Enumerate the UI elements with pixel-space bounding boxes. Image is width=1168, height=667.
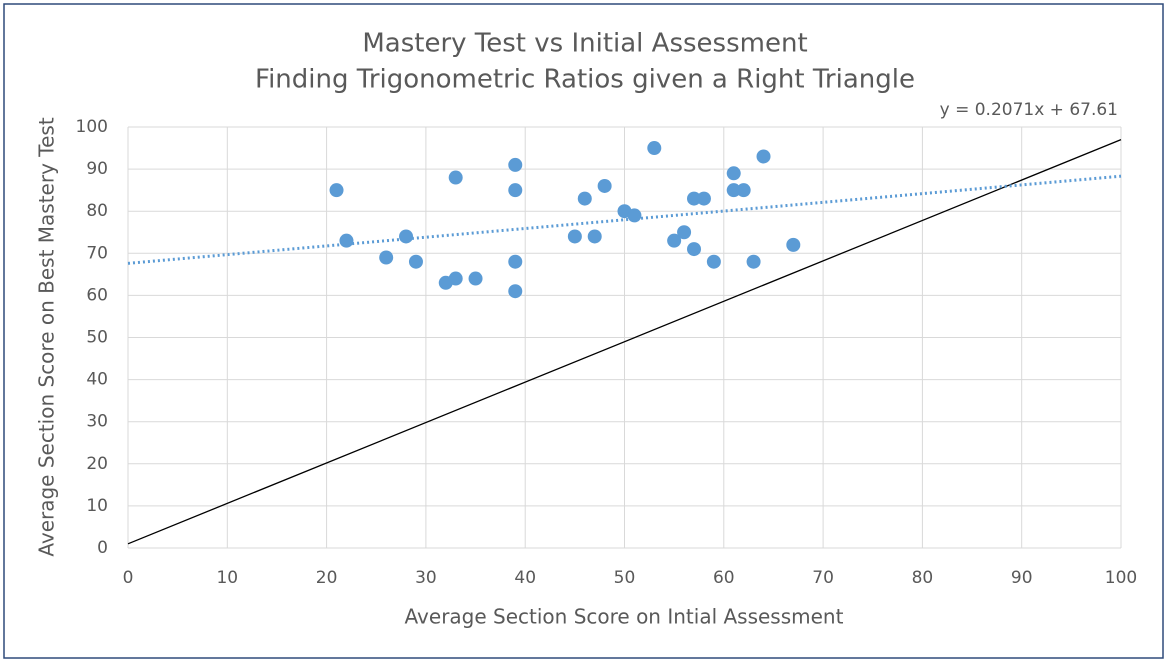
data-point [379, 250, 394, 265]
chart-title: Mastery Test vs Initial Assessment [362, 29, 807, 59]
trendline [127, 174, 1122, 265]
x-tick-label: 100 [1105, 568, 1137, 588]
data-point [706, 254, 721, 269]
y-tick-label: 0 [97, 538, 108, 558]
chart-border [3, 3, 1164, 659]
x-tick-label: 70 [812, 568, 834, 588]
y-axis-title: Average Section Score on Best Mastery Te… [35, 117, 59, 556]
data-point [448, 271, 463, 286]
data-point [627, 208, 642, 223]
data-point [677, 225, 692, 240]
chart-subtitle: Finding Trigonometric Ratios given a Rig… [255, 65, 915, 95]
data-point [587, 229, 602, 244]
data-point [577, 191, 592, 206]
data-point [448, 170, 463, 185]
data-point [339, 233, 354, 248]
x-tick-label: 40 [514, 568, 536, 588]
data-point [687, 191, 702, 206]
data-point [746, 254, 761, 269]
data-point [399, 229, 414, 244]
data-point [726, 166, 741, 181]
data-point [687, 242, 702, 257]
x-tick-label: 80 [912, 568, 934, 588]
data-point [468, 271, 483, 286]
y-tick-label: 90 [86, 159, 108, 179]
data-point [329, 183, 344, 198]
x-tick-label: 10 [216, 568, 238, 588]
x-tick-label: 50 [614, 568, 636, 588]
data-point [726, 183, 741, 198]
data-point [508, 157, 523, 172]
y-tick-label: 60 [86, 285, 108, 305]
trendline-equation: y = 0.2071x + 67.61 [940, 100, 1118, 120]
data-point [667, 233, 682, 248]
x-axis-title: Average Section Score on Intial Assessme… [405, 605, 844, 629]
data-point [508, 254, 523, 269]
y-tick-label: 80 [86, 201, 108, 221]
x-tick-label: 90 [1011, 568, 1033, 588]
y-tick-label: 100 [76, 117, 108, 137]
y-tick-label: 70 [86, 243, 108, 263]
data-point [567, 229, 582, 244]
data-point [696, 191, 711, 206]
y-tick-label: 40 [86, 370, 108, 390]
x-tick-label: 60 [713, 568, 735, 588]
y-tick-label: 10 [86, 496, 108, 516]
y-tick-label: 30 [86, 412, 108, 432]
data-point [736, 183, 751, 198]
data-point [597, 178, 612, 193]
data-point [408, 254, 423, 269]
data-point [647, 141, 662, 156]
x-tick-label: 30 [415, 568, 437, 588]
reference-line [127, 139, 1122, 545]
data-point [508, 183, 523, 198]
x-tick-label: 20 [316, 568, 338, 588]
data-point [508, 284, 523, 299]
y-tick-label: 50 [86, 328, 108, 348]
data-point [756, 149, 771, 164]
data-point [786, 237, 801, 252]
y-tick-label: 20 [86, 454, 108, 474]
x-tick-label: 0 [123, 568, 134, 588]
